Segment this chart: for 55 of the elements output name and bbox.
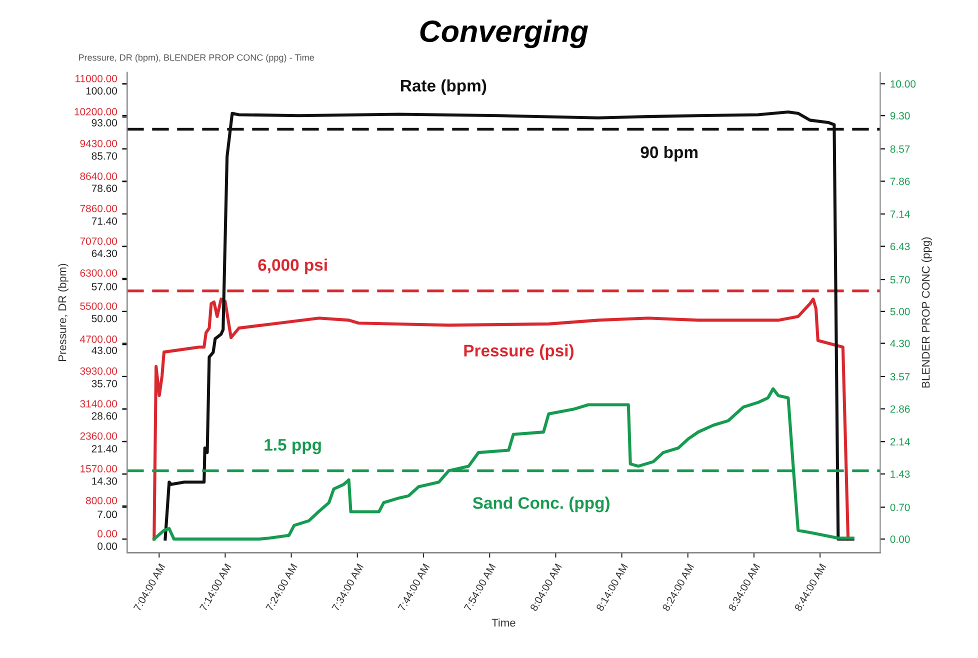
y3-tick-label: 85.70 xyxy=(92,152,118,160)
y2-tick-label: 4.30 xyxy=(890,340,910,348)
y3-tick-label: 28.60 xyxy=(92,412,118,420)
y-tick-label: 11000.00 xyxy=(76,74,118,82)
y2-tick-label: 10.00 xyxy=(890,80,916,88)
ref-line-label: 6,000 psi xyxy=(258,258,327,274)
y2-tick-label: 0.00 xyxy=(890,536,910,543)
y2-tick-label: 2.14 xyxy=(890,438,910,446)
y2-tick-label: 7.14 xyxy=(890,210,910,218)
y2-tick-label: 6.43 xyxy=(890,242,910,250)
y3-tick-label: 14.30 xyxy=(92,477,118,485)
y-tick-label: 7070.00 xyxy=(80,238,118,245)
y2-tick-label: 9.30 xyxy=(890,112,910,120)
x-axis-title: Time xyxy=(492,618,516,627)
text: Pressure, DR (bpm), BLENDER PROP CONC (ppg) - Time xyxy=(78,54,314,63)
y3-tick-label: 100.00 xyxy=(86,87,118,95)
y3-tick-label: 35.70 xyxy=(92,380,118,388)
y3-tick-label: 78.60 xyxy=(92,184,118,192)
y-tick-label: 0.00 xyxy=(98,530,118,538)
y-tick-label: 6300.00 xyxy=(80,269,118,277)
y2-tick-label: 3.57 xyxy=(890,373,910,380)
y3-tick-label: 57.00 xyxy=(92,282,118,290)
y-tick-label: 9430.00 xyxy=(80,140,118,148)
ref-line-label: 1.5 ppg xyxy=(264,439,321,454)
y2-tick-label: 5.70 xyxy=(890,276,910,284)
y3-tick-label: 43.00 xyxy=(92,346,118,354)
y3-tick-label: 93.00 xyxy=(92,119,118,126)
y-tick-label: 800.00 xyxy=(86,496,118,504)
y3-tick-label: 7.00 xyxy=(98,510,118,518)
y2-tick-label: 2.86 xyxy=(890,405,910,413)
series-label: Rate (bpm) xyxy=(401,79,486,95)
y3-tick-label: 71.40 xyxy=(92,217,118,225)
y3-tick-label: 64.30 xyxy=(92,250,118,258)
ref-line-label: 90 bpm xyxy=(640,146,698,162)
chart-title: Converging xyxy=(420,20,588,48)
y3-tick-label: 50.00 xyxy=(92,314,118,322)
y-tick-label: 10200.00 xyxy=(74,108,118,116)
y-tick-label: 3930.00 xyxy=(80,367,118,375)
series-label: Sand Conc. (ppg) xyxy=(472,496,610,512)
y2-tick-label: 7.86 xyxy=(890,178,910,186)
series-label: Pressure (psi) xyxy=(464,344,574,360)
y-tick-label: 5500.00 xyxy=(80,302,118,310)
y2-tick-label: 0.70 xyxy=(890,504,910,512)
y2-tick-label: 5.00 xyxy=(890,308,910,316)
y-tick-label: 7860.00 xyxy=(80,204,118,212)
y-tick-label: 4700.00 xyxy=(80,336,118,343)
y2-tick-label: 1.43 xyxy=(890,470,910,478)
y2-tick-label: 8.57 xyxy=(890,145,910,153)
y-tick-label: 1570.00 xyxy=(80,465,118,472)
y-tick-label: 3140.00 xyxy=(80,400,118,408)
y2-axis-title: BLENDER PROP CONC (ppg) xyxy=(922,237,932,388)
y-axis-title: Pressure, DR (bpm) xyxy=(58,264,68,362)
y-tick-label: 8640.00 xyxy=(80,172,118,180)
y-tick-label: 2360.00 xyxy=(80,432,118,440)
y3-tick-label: 21.40 xyxy=(92,445,118,452)
